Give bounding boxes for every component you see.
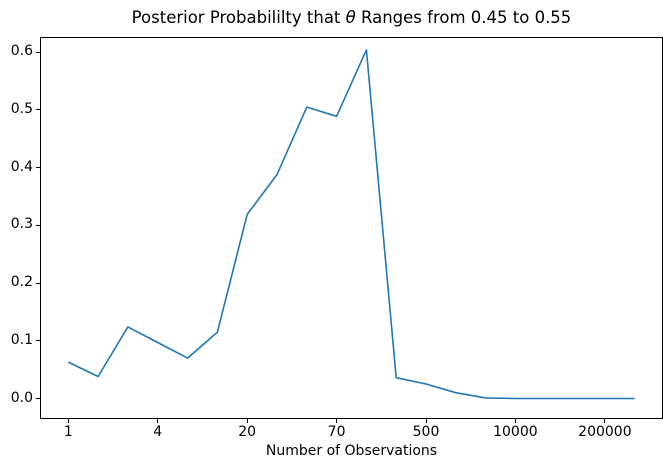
posterior-probability-line — [67, 49, 635, 400]
x-tick-label: 10000 — [493, 424, 538, 440]
x-tick-label: 4 — [153, 424, 163, 440]
x-tick-mark — [604, 419, 606, 423]
y-tick-mark — [36, 224, 40, 226]
x-axis-label: Number of Observations — [265, 443, 438, 459]
chart-title-suffix: Ranges from 0.45 to 0.55 — [355, 8, 572, 27]
y-tick-mark — [36, 282, 40, 284]
y-tick-label: 0.1 — [10, 331, 33, 348]
y-tick-label: 0.4 — [10, 158, 33, 175]
y-tick-mark — [36, 109, 40, 111]
x-tick-mark — [425, 419, 427, 423]
y-tick-label: 0.2 — [10, 274, 33, 290]
x-tick-label: 200000 — [578, 424, 632, 440]
theta-symbol: θ — [345, 8, 356, 27]
x-tick-mark — [514, 419, 516, 423]
x-tick-mark — [157, 419, 159, 423]
x-tick-label: 70 — [327, 424, 346, 440]
x-tick-label: 1 — [63, 424, 73, 440]
plot-area — [40, 37, 663, 419]
y-tick-mark — [36, 340, 40, 342]
x-tick-label: 500 — [412, 424, 440, 440]
y-tick-mark — [36, 51, 40, 53]
y-tick-label: 0.6 — [10, 43, 33, 60]
chart-title: Posterior Probabililty that θ Ranges fro… — [40, 8, 663, 28]
y-tick-label: 0.0 — [10, 389, 33, 406]
y-tick-mark — [36, 398, 40, 399]
y-tick-mark — [36, 167, 40, 169]
x-tick-label: 20 — [238, 424, 257, 440]
y-tick-label: 0.5 — [10, 100, 33, 117]
y-tick-label: 0.3 — [10, 216, 33, 233]
x-tick-mark — [336, 419, 338, 423]
x-tick-mark — [246, 419, 248, 423]
chart-title-prefix: Posterior Probabililty that — [131, 8, 346, 27]
x-tick-mark — [67, 419, 69, 423]
